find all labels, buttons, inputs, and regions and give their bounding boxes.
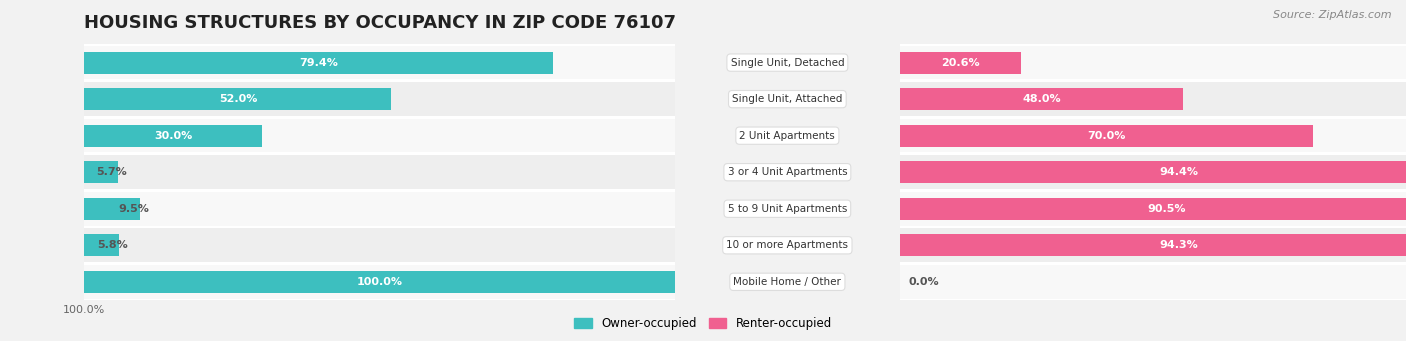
Text: Single Unit, Detached: Single Unit, Detached xyxy=(731,58,844,68)
Bar xyxy=(900,228,1406,262)
Text: 5.7%: 5.7% xyxy=(96,167,127,177)
Bar xyxy=(84,46,675,79)
Text: 9.5%: 9.5% xyxy=(118,204,149,214)
Bar xyxy=(84,125,262,147)
Text: 0.0%: 0.0% xyxy=(908,277,939,287)
Bar xyxy=(900,234,1406,256)
Bar xyxy=(900,88,1184,110)
Bar xyxy=(84,265,675,299)
Bar xyxy=(84,119,675,152)
Text: 30.0%: 30.0% xyxy=(153,131,193,141)
Bar xyxy=(900,198,1406,220)
Bar xyxy=(84,51,553,74)
Text: 79.4%: 79.4% xyxy=(299,58,339,68)
Bar xyxy=(84,192,675,225)
Bar xyxy=(84,228,675,262)
Text: Single Unit, Attached: Single Unit, Attached xyxy=(733,94,842,104)
Text: 48.0%: 48.0% xyxy=(1022,94,1062,104)
Bar xyxy=(900,155,1406,189)
Bar xyxy=(84,161,118,183)
Text: Source: ZipAtlas.com: Source: ZipAtlas.com xyxy=(1274,10,1392,20)
Bar xyxy=(900,82,1406,116)
Bar xyxy=(900,119,1406,152)
Text: 100.0%: 100.0% xyxy=(357,277,402,287)
Bar xyxy=(900,161,1406,183)
Text: 94.3%: 94.3% xyxy=(1159,240,1198,250)
Text: 5 to 9 Unit Apartments: 5 to 9 Unit Apartments xyxy=(728,204,846,214)
Text: 90.5%: 90.5% xyxy=(1147,204,1187,214)
Text: 20.6%: 20.6% xyxy=(942,58,980,68)
Bar xyxy=(900,265,1406,299)
Text: 94.4%: 94.4% xyxy=(1159,167,1198,177)
Text: 5.8%: 5.8% xyxy=(97,240,128,250)
Text: 70.0%: 70.0% xyxy=(1087,131,1126,141)
Text: 52.0%: 52.0% xyxy=(219,94,257,104)
Bar xyxy=(84,234,118,256)
Bar xyxy=(900,46,1406,79)
Bar xyxy=(900,51,1022,74)
Text: 10 or more Apartments: 10 or more Apartments xyxy=(727,240,848,250)
Bar xyxy=(84,271,675,293)
Bar xyxy=(900,125,1313,147)
Bar xyxy=(84,82,675,116)
Legend: Owner-occupied, Renter-occupied: Owner-occupied, Renter-occupied xyxy=(569,313,837,335)
Bar xyxy=(84,88,391,110)
Bar xyxy=(84,155,675,189)
Text: HOUSING STRUCTURES BY OCCUPANCY IN ZIP CODE 76107: HOUSING STRUCTURES BY OCCUPANCY IN ZIP C… xyxy=(84,14,676,32)
Text: 3 or 4 Unit Apartments: 3 or 4 Unit Apartments xyxy=(727,167,848,177)
Text: 2 Unit Apartments: 2 Unit Apartments xyxy=(740,131,835,141)
Bar xyxy=(900,192,1406,225)
Text: Mobile Home / Other: Mobile Home / Other xyxy=(734,277,841,287)
Bar xyxy=(84,198,141,220)
